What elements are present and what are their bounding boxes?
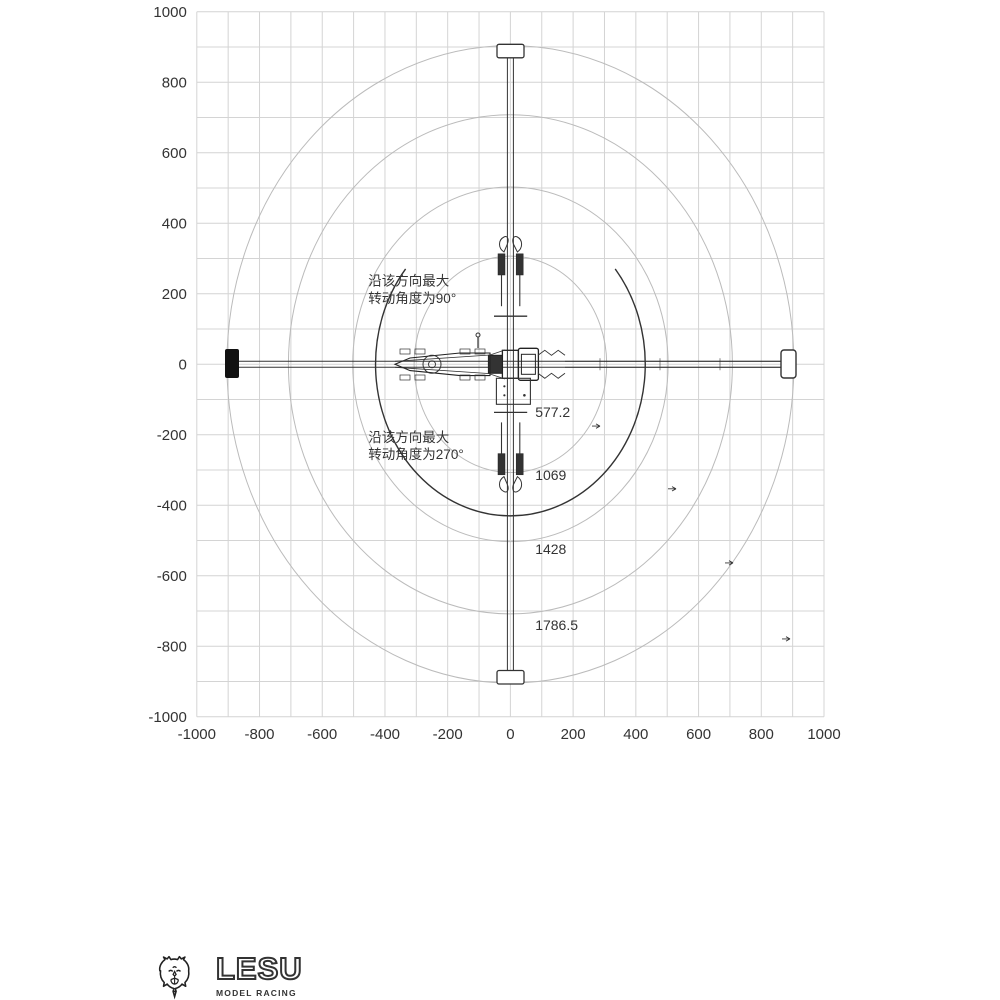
svg-text:400: 400 [623,726,648,743]
svg-text:-800: -800 [244,726,274,743]
svg-text:800: 800 [162,74,187,91]
svg-text:-800: -800 [157,638,187,655]
svg-text:577.2: 577.2 [535,404,570,420]
svg-text:LESU: LESU [216,951,303,986]
svg-text:-1000: -1000 [178,726,216,743]
svg-text:200: 200 [561,726,586,743]
svg-text:0: 0 [506,726,514,743]
svg-text:800: 800 [749,726,774,743]
svg-text:1069: 1069 [535,467,566,483]
svg-text:1786.5: 1786.5 [535,617,578,633]
svg-text:-600: -600 [307,726,337,743]
svg-text:1428: 1428 [535,541,566,557]
svg-text:-400: -400 [157,497,187,514]
svg-text:600: 600 [686,726,711,743]
svg-text:0: 0 [178,356,186,373]
svg-text:-200: -200 [433,726,463,743]
svg-text:1000: 1000 [807,726,840,743]
svg-text:沿该方向最大: 沿该方向最大 [368,430,449,445]
svg-text:沿该方向最大: 沿该方向最大 [368,273,449,288]
svg-text:600: 600 [162,145,187,162]
svg-text:-400: -400 [370,726,400,743]
svg-text:转动角度为270°: 转动角度为270° [368,447,463,462]
svg-text:400: 400 [162,215,187,232]
svg-text:转动角度为90°: 转动角度为90° [368,291,456,306]
svg-text:-600: -600 [157,568,187,585]
svg-text:MODEL RACING: MODEL RACING [216,988,297,998]
svg-text:200: 200 [162,286,187,303]
svg-text:-1000: -1000 [148,709,186,726]
svg-text:-200: -200 [157,427,187,444]
svg-text:1000: 1000 [153,4,186,21]
